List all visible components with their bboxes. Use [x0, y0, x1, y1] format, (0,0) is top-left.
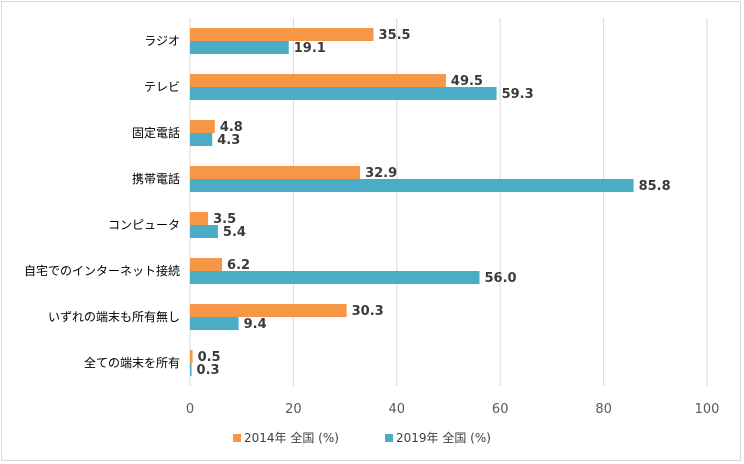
gridlines	[189, 18, 708, 386]
data-label-s2-2: 4.3	[217, 133, 240, 148]
bar-s2-2	[190, 133, 213, 146]
category-label-5: 自宅でのインターネット接続	[24, 263, 180, 278]
bar-s2-7	[190, 363, 192, 376]
legend-swatch-1	[233, 434, 241, 442]
category-label-2: 固定電話	[132, 125, 180, 140]
category-label-3: 携帯電話	[132, 171, 180, 186]
category-label-1: テレビ	[144, 80, 180, 94]
data-label-s2-5: 56.0	[485, 271, 517, 286]
x-tick-label-2: 40	[389, 402, 406, 417]
category-label-7: 全ての端末を所有	[84, 355, 180, 370]
bars: 35.5 19.1 49.5 59.3 4.84.3 32.9 85.8 3.55.4 6.2 5…	[190, 28, 671, 378]
x-tick-label-1: 20	[285, 402, 302, 417]
bar-s2-0	[190, 41, 289, 54]
bar-s1-4	[190, 212, 209, 225]
data-label-s2-0: 19.1	[294, 41, 326, 56]
bar-s2-1	[190, 87, 497, 100]
bar-s2-4	[190, 225, 218, 238]
data-label-s1-7: 0.5	[198, 350, 221, 365]
bar-s2-5	[190, 271, 480, 284]
category-labels: ラジオテレビ固定電話携帯電話コンピュータ自宅でのインターネット接続いずれの端末も…	[24, 34, 180, 370]
category-label-0: ラジオ	[144, 34, 180, 48]
legend-label-2: 2019年 全国 (%)	[396, 430, 491, 445]
data-label-s1-4: 3.5	[213, 212, 236, 227]
data-label-s2-6: 9.4	[244, 317, 267, 332]
bar-s2-3	[190, 179, 634, 192]
bar-s1-6	[190, 304, 347, 317]
x-tick-label-5: 100	[695, 402, 720, 417]
data-label-s1-2: 4.8	[220, 120, 243, 135]
bar-s2-6	[190, 317, 239, 330]
bar-s1-2	[190, 120, 215, 133]
bar-s1-1	[190, 74, 446, 87]
data-label-s1-0: 35.5	[379, 28, 411, 43]
data-label-s1-1: 49.5	[451, 74, 483, 89]
legend: 2014年 全国 (%) 2019年 全国 (%)	[233, 430, 491, 445]
category-label-4: コンピュータ	[108, 218, 180, 232]
data-label-s1-5: 6.2	[227, 258, 250, 273]
data-label-s2-4: 5.4	[223, 225, 246, 240]
bar-s1-3	[190, 166, 361, 179]
bar-s1-5	[190, 258, 223, 271]
x-tick-label-4: 80	[595, 402, 612, 417]
data-label-s2-7: 0.3	[197, 363, 220, 378]
bar-s1-0	[190, 28, 374, 41]
tick-labels: 0 20 40 60 80 100	[186, 402, 720, 417]
data-label-s1-6: 30.3	[352, 304, 384, 319]
data-label-s2-3: 85.8	[639, 179, 671, 194]
x-tick-label-3: 60	[492, 402, 509, 417]
category-label-6: いずれの端末も所有無し	[48, 309, 180, 324]
data-label-s2-1: 59.3	[502, 87, 534, 102]
x-tick-label-0: 0	[186, 402, 194, 417]
data-label-s1-3: 32.9	[365, 166, 397, 181]
bar-s1-7	[190, 350, 193, 363]
legend-label-1: 2014年 全国 (%)	[244, 430, 339, 445]
legend-swatch-2	[385, 434, 393, 442]
